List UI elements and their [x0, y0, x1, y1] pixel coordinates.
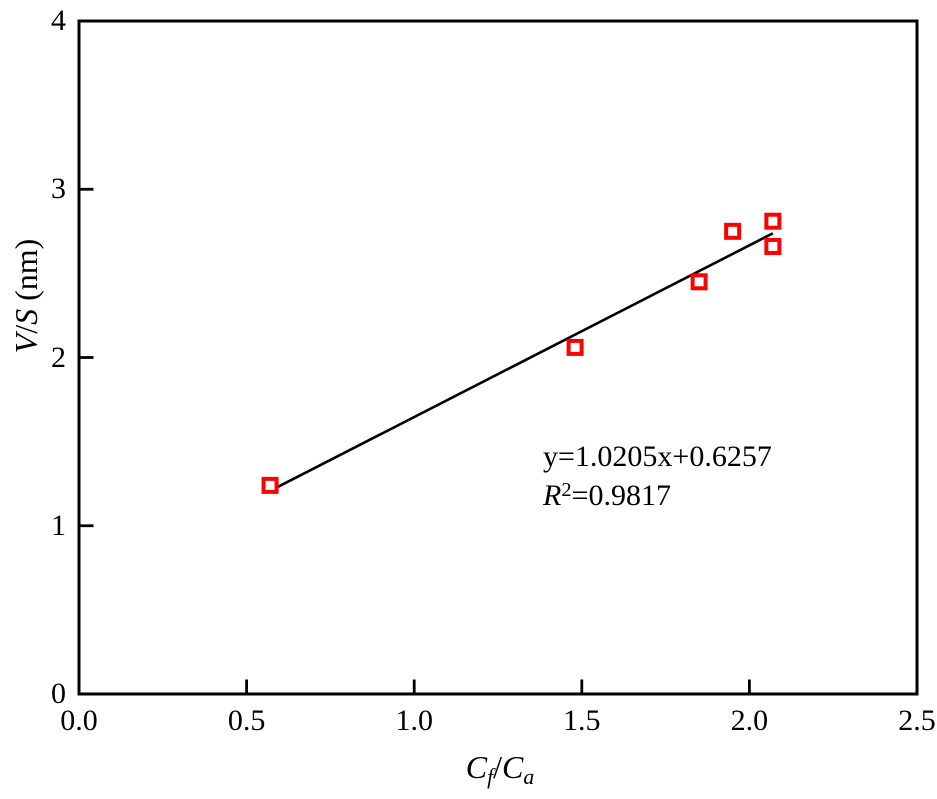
fit-equation-text: y=1.0205x+0.6257 [543, 440, 772, 473]
x-axis-tick-label: 2.5 [898, 704, 936, 737]
y-axis-tick-label: 0 [51, 677, 66, 710]
y-axis-tick-label: 1 [51, 508, 66, 542]
x-axis-tick-label: 2.0 [730, 704, 769, 737]
x-axis-tick-label: 0.5 [227, 704, 266, 737]
data-point-marker [566, 338, 584, 356]
y-axis-tick-label: 3 [51, 172, 66, 206]
plot-frame [77, 19, 919, 696]
x-axis-title: Cf/Ca [465, 749, 535, 790]
y-axis-tick-label: 2 [51, 340, 66, 374]
data-point-marker [764, 237, 782, 255]
fit-line [276, 232, 774, 489]
data-point-marker [764, 212, 782, 230]
x-axis-tick-label: 0.0 [60, 704, 98, 737]
y-axis-tick-label: 4 [51, 4, 66, 37]
y-axis-title: V/S (nm) [8, 238, 44, 354]
data-point-marker [690, 273, 708, 291]
x-axis-tick-label: 1.5 [563, 704, 601, 737]
data-point-marker [724, 222, 742, 240]
x-axis-tick-label: 1.0 [395, 704, 433, 737]
data-point-marker [261, 476, 279, 494]
fit-r-squared-text: R2=0.9817 [543, 478, 671, 512]
fit-annotation: y=1.0205x+0.6257 R2=0.9817 [543, 437, 772, 515]
